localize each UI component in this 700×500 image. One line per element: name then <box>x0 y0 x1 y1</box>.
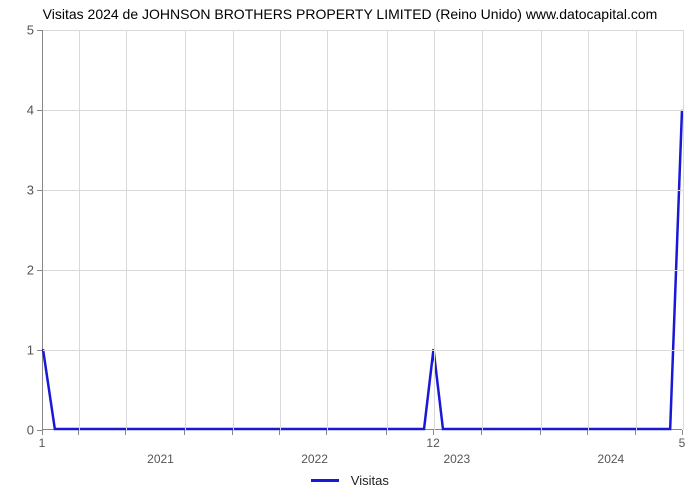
ytick-label: 5 <box>14 23 34 38</box>
gridline-vertical <box>79 30 80 430</box>
xtick-mark <box>587 430 588 435</box>
gridline-vertical <box>636 30 637 430</box>
xtick-year-label: 2021 <box>147 452 174 466</box>
xtick-mark <box>635 430 636 435</box>
gridline-vertical <box>185 30 186 430</box>
gridline-vertical <box>588 30 589 430</box>
ytick-mark <box>37 30 42 31</box>
gridline-vertical <box>541 30 542 430</box>
ytick-mark <box>37 270 42 271</box>
gridline-vertical <box>387 30 388 430</box>
xtick-year-label: 2024 <box>598 452 625 466</box>
xtick-label: 12 <box>426 436 439 450</box>
xtick-label: 1 <box>39 436 46 450</box>
xtick-mark <box>540 430 541 435</box>
xtick-mark <box>125 430 126 435</box>
plot-area <box>42 30 682 430</box>
series-line <box>43 30 682 429</box>
xtick-mark <box>184 430 185 435</box>
xtick-mark <box>433 430 434 435</box>
gridline-horizontal <box>43 270 683 271</box>
gridline-vertical <box>327 30 328 430</box>
legend-swatch <box>311 479 339 482</box>
ytick-label: 1 <box>14 343 34 358</box>
xtick-mark <box>279 430 280 435</box>
xtick-mark <box>682 430 683 435</box>
gridline-horizontal <box>43 110 683 111</box>
gridline-vertical <box>482 30 483 430</box>
ytick-mark <box>37 110 42 111</box>
xtick-mark <box>481 430 482 435</box>
xtick-label: 5 <box>679 436 686 450</box>
legend: Visitas <box>0 472 700 488</box>
ytick-label: 3 <box>14 183 34 198</box>
gridline-horizontal <box>43 190 683 191</box>
ytick-label: 0 <box>14 423 34 438</box>
chart-title: Visitas 2024 de JOHNSON BROTHERS PROPERT… <box>0 6 700 22</box>
ytick-mark <box>37 190 42 191</box>
xtick-year-label: 2022 <box>301 452 328 466</box>
gridline-vertical <box>233 30 234 430</box>
gridline-vertical <box>280 30 281 430</box>
gridline-vertical <box>126 30 127 430</box>
ytick-label: 2 <box>14 263 34 278</box>
xtick-mark <box>232 430 233 435</box>
gridline-vertical <box>683 30 684 430</box>
xtick-mark <box>78 430 79 435</box>
ytick-mark <box>37 350 42 351</box>
gridline-horizontal <box>43 30 683 31</box>
chart-container: Visitas 2024 de JOHNSON BROTHERS PROPERT… <box>0 0 700 500</box>
ytick-label: 4 <box>14 103 34 118</box>
xtick-mark <box>42 430 43 435</box>
xtick-mark <box>326 430 327 435</box>
xtick-year-label: 2023 <box>443 452 470 466</box>
gridline-vertical <box>434 30 435 430</box>
xtick-mark <box>386 430 387 435</box>
legend-label: Visitas <box>351 473 389 488</box>
gridline-horizontal <box>43 350 683 351</box>
